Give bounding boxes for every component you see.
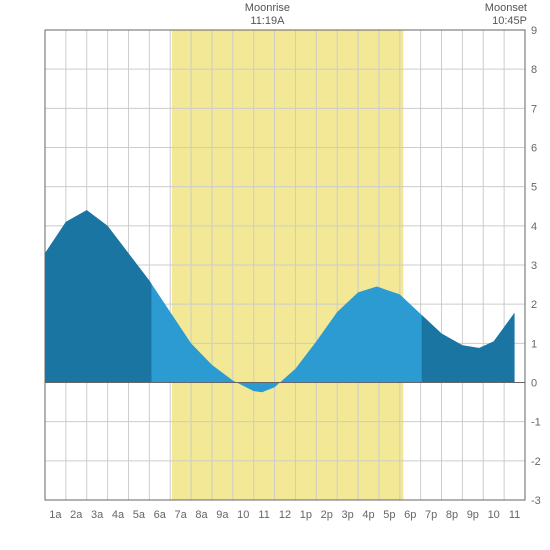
svg-text:4p: 4p xyxy=(362,509,374,521)
svg-text:9p: 9p xyxy=(467,509,479,521)
svg-text:3: 3 xyxy=(531,260,537,272)
svg-text:10: 10 xyxy=(488,509,500,521)
moonrise-annotation: Moonrise 11:19A xyxy=(245,2,290,28)
moonrise-value: 11:19A xyxy=(245,15,290,28)
svg-text:6a: 6a xyxy=(154,509,167,521)
svg-text:7a: 7a xyxy=(175,509,188,521)
chart-svg: -3-2-101234567891a2a3a4a5a6a7a8a9a101112… xyxy=(0,0,550,550)
moonset-annotation: Moonset 10:45P xyxy=(485,2,527,28)
svg-text:7: 7 xyxy=(531,103,537,115)
moonset-title: Moonset xyxy=(485,2,527,15)
svg-text:1: 1 xyxy=(531,338,537,350)
svg-text:5: 5 xyxy=(531,182,537,194)
svg-text:3a: 3a xyxy=(91,509,104,521)
svg-text:10: 10 xyxy=(237,509,249,521)
svg-text:-2: -2 xyxy=(531,456,541,468)
svg-text:2: 2 xyxy=(531,299,537,311)
svg-text:9a: 9a xyxy=(216,509,229,521)
svg-text:6p: 6p xyxy=(404,509,416,521)
svg-text:8a: 8a xyxy=(195,509,208,521)
svg-text:6: 6 xyxy=(531,143,537,155)
svg-text:2a: 2a xyxy=(70,509,83,521)
svg-text:1p: 1p xyxy=(300,509,312,521)
svg-text:9: 9 xyxy=(531,25,537,37)
svg-text:0: 0 xyxy=(531,378,537,390)
svg-text:8p: 8p xyxy=(446,509,458,521)
svg-text:4a: 4a xyxy=(112,509,125,521)
svg-text:5p: 5p xyxy=(383,509,395,521)
svg-text:11: 11 xyxy=(509,509,520,521)
svg-text:-1: -1 xyxy=(531,417,541,429)
tide-chart: -3-2-101234567891a2a3a4a5a6a7a8a9a101112… xyxy=(0,0,550,550)
svg-text:5a: 5a xyxy=(133,509,146,521)
svg-text:3p: 3p xyxy=(341,509,353,521)
moonset-value: 10:45P xyxy=(485,15,527,28)
svg-text:1a: 1a xyxy=(49,509,62,521)
moonrise-title: Moonrise xyxy=(245,2,290,15)
svg-text:-3: -3 xyxy=(531,495,541,507)
svg-text:8: 8 xyxy=(531,64,537,76)
svg-text:7p: 7p xyxy=(425,509,437,521)
svg-text:12: 12 xyxy=(279,509,291,521)
svg-text:2p: 2p xyxy=(321,509,333,521)
svg-text:11: 11 xyxy=(258,509,269,521)
svg-text:4: 4 xyxy=(531,221,537,233)
